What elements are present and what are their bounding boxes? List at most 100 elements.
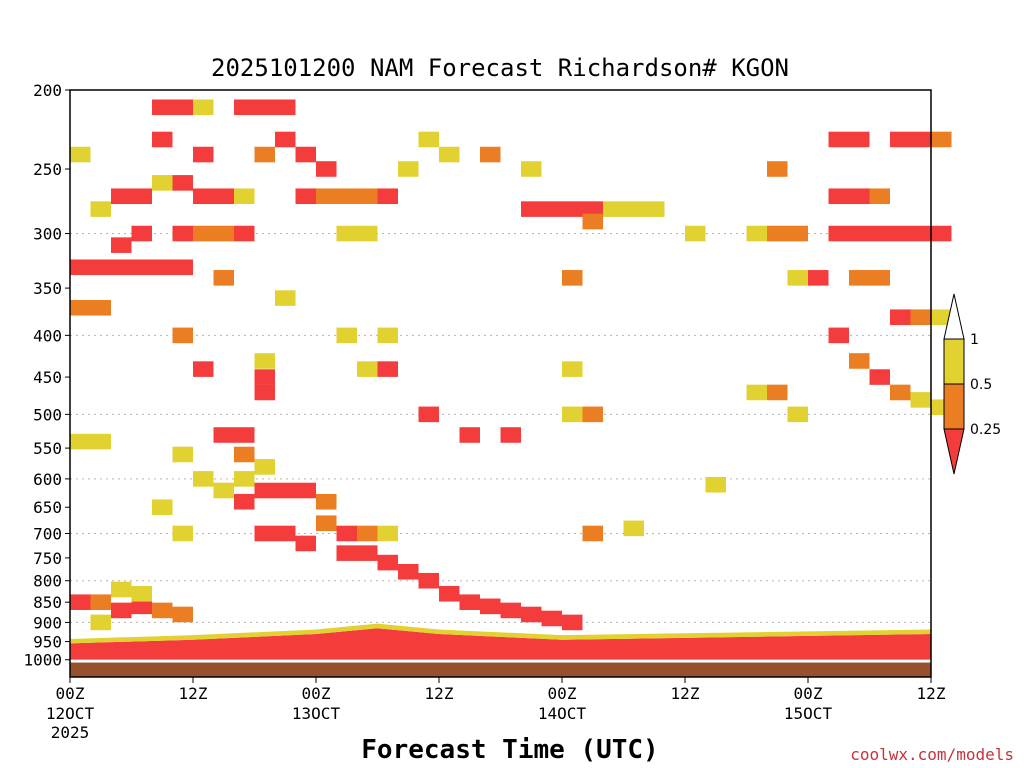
cell-red: [418, 406, 439, 423]
cell-yellow: [234, 471, 255, 487]
cell-red: [295, 482, 316, 499]
colorbar-label: 0.25: [970, 422, 1001, 438]
cell-orange: [193, 225, 214, 242]
cell-orange: [931, 131, 952, 148]
cell-red: [890, 309, 911, 326]
cell-red: [172, 225, 193, 242]
cell-orange: [767, 161, 788, 177]
cell-red: [377, 361, 398, 377]
y-tick-label: 300: [33, 225, 62, 244]
cell-red: [869, 369, 890, 385]
cell-red: [275, 482, 296, 499]
cell-orange: [849, 270, 870, 286]
cell-red: [828, 327, 849, 344]
x-tick-date: 12OCT: [46, 704, 95, 723]
cell-red: [213, 188, 234, 205]
cell-red: [931, 225, 952, 242]
cell-red: [398, 563, 419, 580]
cell-red: [254, 482, 275, 499]
y-tick-label: 850: [33, 593, 62, 612]
cell-yellow: [398, 161, 419, 177]
x-tick-label: 00Z: [56, 684, 85, 703]
ground-band: [70, 662, 931, 677]
cell-red: [275, 131, 296, 148]
cell-red: [377, 554, 398, 571]
cell-yellow: [336, 327, 357, 344]
cell-yellow: [90, 433, 111, 450]
x-tick-date: 15OCT: [784, 704, 833, 723]
cell-orange: [357, 188, 378, 205]
cell-red: [377, 188, 398, 205]
cell-orange: [869, 270, 890, 286]
cell-orange: [152, 602, 173, 619]
cell-orange: [582, 213, 603, 230]
colorbar-bottom-arrow: [943, 428, 965, 475]
y-tick-label: 800: [33, 572, 62, 591]
cell-red: [439, 585, 460, 602]
colorbar-label: 0.5: [970, 377, 992, 393]
cell-red: [131, 598, 152, 615]
credit-text: coolwx.com/models: [850, 745, 1014, 764]
cell-red: [295, 188, 316, 205]
cell-yellow: [644, 201, 665, 217]
cell-orange: [890, 384, 911, 401]
cell-orange: [213, 225, 234, 242]
cell-red: [828, 188, 849, 205]
colorbar-segment-orange: [943, 383, 965, 430]
cell-red: [521, 606, 542, 623]
surface-yellow-rim: [70, 623, 931, 644]
cell-orange: [787, 225, 808, 242]
cell-orange: [316, 493, 337, 510]
cell-red: [193, 188, 214, 205]
cell-yellow: [787, 270, 808, 286]
cell-red: [152, 131, 173, 148]
cell-orange: [562, 270, 583, 286]
y-tick-label: 200: [33, 81, 62, 100]
cell-red: [316, 161, 337, 177]
cell-red: [275, 99, 296, 116]
cell-red: [418, 572, 439, 589]
cell-red: [254, 525, 275, 542]
cell-yellow: [418, 131, 439, 148]
cell-orange: [213, 270, 234, 286]
cell-red: [336, 545, 357, 561]
cell-red: [111, 602, 132, 619]
cell-orange: [849, 353, 870, 369]
surface-red-band: [70, 628, 931, 660]
cell-orange: [910, 309, 931, 326]
y-tick-label: 700: [33, 524, 62, 543]
colorbar-label: 1: [970, 332, 979, 348]
cell-red: [90, 259, 111, 276]
cell-yellow: [685, 225, 706, 242]
cell-red: [193, 361, 214, 377]
cell-orange: [90, 594, 111, 610]
cell-red: [254, 384, 275, 401]
y-tick-label: 1000: [23, 651, 62, 670]
y-tick-label: 550: [33, 439, 62, 458]
cell-red: [70, 259, 91, 276]
cell-yellow: [152, 175, 173, 191]
x-axis-label: Forecast Time (UTC): [361, 735, 658, 765]
x-tick-label: 00Z: [548, 684, 577, 703]
cell-red: [131, 225, 152, 242]
cell-yellow: [705, 476, 726, 493]
heatmap-cells: [70, 99, 952, 631]
cell-yellow: [910, 392, 931, 408]
cell-red: [152, 259, 173, 276]
x-tick-label: 00Z: [302, 684, 331, 703]
cell-orange: [316, 515, 337, 531]
y-axis: 200 250 300 350 400 450 500 550 600 650 700 750 800 8…: [23, 81, 70, 670]
cell-red: [193, 146, 214, 163]
y-tick-label: 450: [33, 368, 62, 387]
cell-orange: [234, 446, 255, 463]
cell-yellow: [131, 585, 152, 602]
cell-red: [541, 610, 562, 627]
cell-yellow: [254, 353, 275, 369]
cell-orange: [254, 146, 275, 163]
cell-red: [254, 99, 275, 116]
cell-red: [131, 259, 152, 276]
y-tick-label: 350: [33, 279, 62, 298]
cell-red: [890, 225, 911, 242]
cell-yellow: [234, 188, 255, 205]
x-tick-label: 12Z: [671, 684, 700, 703]
